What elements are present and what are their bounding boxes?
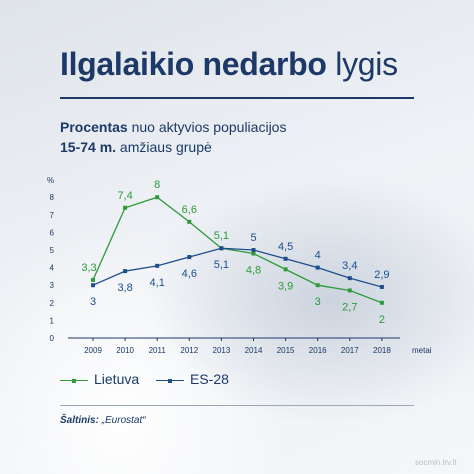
data-label-es-28: 5,1	[214, 259, 229, 271]
data-label-es-28: 4,1	[150, 277, 165, 289]
data-point	[155, 195, 160, 200]
x-tick-label: 2011	[149, 346, 167, 355]
series-line-es-28	[92, 247, 383, 288]
legend-label-lietuva: Lietuva	[94, 371, 140, 387]
data-point	[91, 277, 95, 282]
watermark: socmin.lrv.lt	[415, 458, 457, 467]
data-label-lietuva: 7,4	[117, 190, 132, 202]
x-tick-label: 2010	[116, 346, 134, 355]
data-point	[347, 276, 352, 281]
data-label-es-28: 4,6	[182, 268, 197, 280]
data-point	[379, 284, 384, 289]
data-point	[315, 283, 320, 288]
source-note: Šaltinis: „Eurostat“	[60, 415, 146, 426]
data-label-es-28: 2,9	[374, 269, 389, 281]
data-label-es-28: 3	[90, 296, 96, 308]
data-label-es-28: 3,4	[342, 260, 357, 272]
data-point	[379, 300, 384, 305]
y-tick-label: 3	[50, 281, 55, 290]
y-tick-label: 6	[50, 228, 55, 237]
data-label-es-28: 5	[250, 232, 256, 244]
y-tick-label: 2	[50, 299, 55, 308]
subtitle-line1-bold: Procentas	[60, 119, 128, 135]
y-tick-label: 1	[50, 316, 55, 325]
data-label-lietuva: 8	[154, 179, 160, 191]
data-label-es-28: 4,5	[278, 241, 293, 253]
y-tick-label: 7	[50, 211, 55, 220]
data-point	[251, 248, 256, 252]
data-label-lietuva: 3	[315, 296, 321, 308]
x-axis-label: metai	[412, 346, 432, 355]
y-tick-label: 8	[50, 193, 55, 202]
x-tick-label: 2013	[213, 346, 231, 355]
title-rule	[60, 97, 414, 99]
x-tick-label: 2012	[180, 346, 198, 355]
data-label-lietuva: 2,7	[342, 301, 357, 313]
x-tick-label: 2009	[84, 346, 102, 355]
data-point	[155, 263, 160, 268]
data-label-es-28: 4	[315, 250, 321, 262]
data-label-es-28: 3,8	[117, 282, 132, 294]
title-light: lygis	[335, 46, 398, 82]
y-axis-label: %	[47, 176, 54, 185]
x-tick-label: 2014	[245, 346, 263, 355]
data-point	[219, 246, 224, 251]
data-label-lietuva: 3,3	[81, 262, 96, 274]
subtitle-line1-rest: nuo aktyvios populiacijos	[127, 119, 287, 135]
source-label: Šaltinis:	[60, 415, 99, 426]
data-label-lietuva: 2	[379, 314, 385, 326]
y-tick-label: 4	[50, 264, 55, 273]
x-tick-label: 2016	[309, 346, 327, 355]
legend-label-es-28: ES-28	[190, 371, 229, 387]
title-bold: Ilgalaikio nedarbo	[60, 46, 327, 82]
data-point	[251, 251, 256, 256]
data-label-lietuva: 3,9	[278, 280, 293, 292]
data-point	[315, 265, 320, 270]
data-point	[347, 288, 352, 293]
subtitle-line2-bold: 15-74 m.	[60, 139, 117, 155]
subtitle: Procentas nuo aktyvios populiacijos 15-7…	[60, 117, 286, 157]
y-tick-label: 0	[50, 334, 55, 343]
subtitle-line2-rest: amžiaus grupė	[116, 139, 212, 155]
data-point	[123, 269, 128, 274]
legend-marker	[168, 378, 172, 383]
footer-rule	[60, 405, 414, 406]
x-tick-label: 2015	[277, 346, 295, 355]
data-label-lietuva: 5,1	[214, 230, 229, 242]
data-point	[283, 267, 288, 272]
y-tick-label: 5	[50, 246, 55, 255]
series-line-lietuva	[92, 196, 383, 304]
legend-marker	[72, 378, 76, 383]
data-label-lietuva: 6,6	[182, 204, 197, 216]
data-label-lietuva: 4,8	[246, 265, 261, 277]
data-point	[187, 219, 192, 224]
page-title: Ilgalaikio nedarbo lygis	[60, 46, 398, 83]
data-point	[283, 256, 288, 261]
data-point	[91, 283, 95, 288]
data-point	[123, 205, 128, 210]
x-tick-label: 2017	[341, 346, 359, 355]
data-point	[187, 255, 192, 260]
source-value: „Eurostat“	[98, 415, 146, 426]
x-tick-label: 2018	[373, 346, 391, 355]
